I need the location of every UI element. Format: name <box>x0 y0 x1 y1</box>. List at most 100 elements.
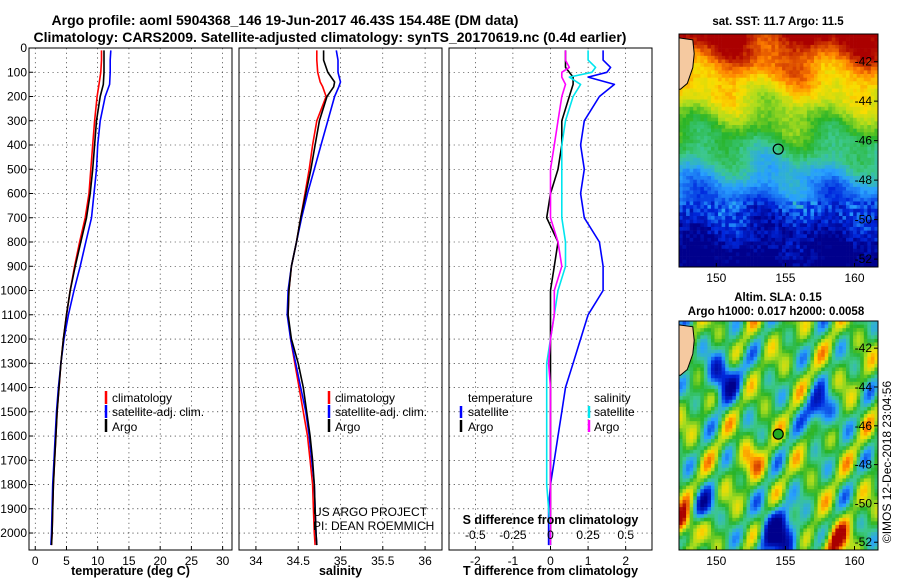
heatmap-cell <box>874 328 878 333</box>
heatmap-cell <box>849 74 854 78</box>
heatmap-cell <box>689 194 694 199</box>
heatmap-cell <box>710 194 715 199</box>
heatmap-cell <box>803 77 808 82</box>
heatmap-cell <box>728 356 733 361</box>
heatmap-cell <box>760 245 765 250</box>
heatmap-cell <box>718 150 722 155</box>
heatmap-cell <box>778 381 783 386</box>
heatmap-cell <box>725 63 730 68</box>
heatmap-cell <box>764 183 769 188</box>
heatmap-cell <box>874 324 878 329</box>
heatmap-cell <box>856 252 861 257</box>
heatmap-cell <box>746 154 751 159</box>
heatmap-cell <box>728 103 733 108</box>
heatmap-cell <box>774 37 779 42</box>
heatmap-cell <box>771 165 776 169</box>
heatmap-cell <box>860 183 865 188</box>
heatmap-cell <box>831 117 836 122</box>
heatmap-cell <box>732 66 737 71</box>
heatmap-cell <box>867 205 872 210</box>
heatmap-cell <box>710 226 715 231</box>
heatmap-cell <box>870 223 875 228</box>
heatmap-cell <box>785 63 790 68</box>
heatmap-cell <box>856 346 861 350</box>
heatmap-cell <box>771 143 776 148</box>
heatmap-cell <box>693 237 698 242</box>
heatmap-cell <box>867 197 872 202</box>
heatmap-cell <box>863 52 868 57</box>
heatmap-cell <box>853 143 857 148</box>
heatmap-cell <box>828 125 833 129</box>
heatmap-cell <box>856 84 861 89</box>
heatmap-cell <box>764 52 769 57</box>
heatmap-cell <box>718 125 722 129</box>
heatmap-cell <box>753 363 758 368</box>
heatmap-cell <box>679 205 683 210</box>
heatmap-cell <box>824 388 829 393</box>
heatmap-cell <box>867 248 872 253</box>
heatmap-cell <box>863 114 868 119</box>
heatmap-cell <box>682 117 687 122</box>
y-tick-label: -44 <box>855 94 873 108</box>
heatmap-cell <box>757 106 762 111</box>
heatmap-cell <box>842 66 847 71</box>
heatmap-cell <box>718 161 722 166</box>
heatmap-cell <box>835 84 840 89</box>
heatmap-cell <box>689 381 694 386</box>
heatmap-cell <box>750 367 754 372</box>
x-tick-label: 150 <box>706 271 726 285</box>
heatmap-cell <box>767 172 772 177</box>
heatmap-cell <box>707 360 712 365</box>
heatmap-cell <box>732 208 737 213</box>
heatmap-cell <box>696 41 701 46</box>
heatmap-cell <box>757 99 762 104</box>
heatmap-cell <box>828 378 833 383</box>
heatmap-cell <box>725 99 730 104</box>
heatmap-cell <box>842 205 847 210</box>
heatmap-cell <box>842 106 847 111</box>
heatmap-cell <box>760 346 765 350</box>
heatmap-cell <box>803 125 808 129</box>
heatmap-cell <box>856 175 861 180</box>
heatmap-cell <box>739 81 744 86</box>
heatmap-cell <box>863 161 868 166</box>
heatmap-cell <box>757 219 762 224</box>
heatmap-cell <box>774 146 779 151</box>
heatmap-cell <box>764 114 769 119</box>
heatmap-cell <box>835 353 840 358</box>
heatmap-cell <box>767 367 772 372</box>
heatmap-cell <box>742 190 747 195</box>
heatmap-cell <box>700 245 705 250</box>
heatmap-cell <box>842 48 847 53</box>
heatmap-cell <box>693 183 698 188</box>
heatmap-cell <box>771 392 776 397</box>
heatmap-cell <box>757 324 762 329</box>
heatmap-cell <box>774 234 779 239</box>
heatmap-cell <box>728 70 733 75</box>
heatmap-cell <box>760 338 765 343</box>
heatmap-cell <box>721 216 726 220</box>
heatmap-cell <box>810 234 815 239</box>
heatmap-cell <box>824 125 829 129</box>
heatmap-cell <box>824 342 829 347</box>
heatmap-cell <box>799 226 804 231</box>
heatmap-cell <box>810 342 815 347</box>
x-tick-label: 10 <box>91 554 105 568</box>
heatmap-cell <box>735 66 740 71</box>
heatmap-cell <box>792 392 797 397</box>
heatmap-cell <box>846 219 850 224</box>
heatmap-cell <box>746 201 751 206</box>
heatmap-cell <box>838 392 843 397</box>
heatmap-cell <box>735 161 740 166</box>
heatmap-cell <box>821 388 825 393</box>
heatmap-cell <box>714 70 719 75</box>
heatmap-cell <box>679 263 683 267</box>
salinity-legend: climatology satellite-adj. clim. Argo <box>327 391 427 434</box>
heatmap-cell <box>870 245 875 250</box>
heatmap-cell <box>814 378 818 383</box>
heatmap-cell <box>718 363 722 368</box>
heatmap-cell <box>764 259 769 264</box>
heatmap-cell <box>774 154 779 159</box>
heatmap-cell <box>718 328 722 333</box>
heatmap-cell <box>689 143 694 148</box>
